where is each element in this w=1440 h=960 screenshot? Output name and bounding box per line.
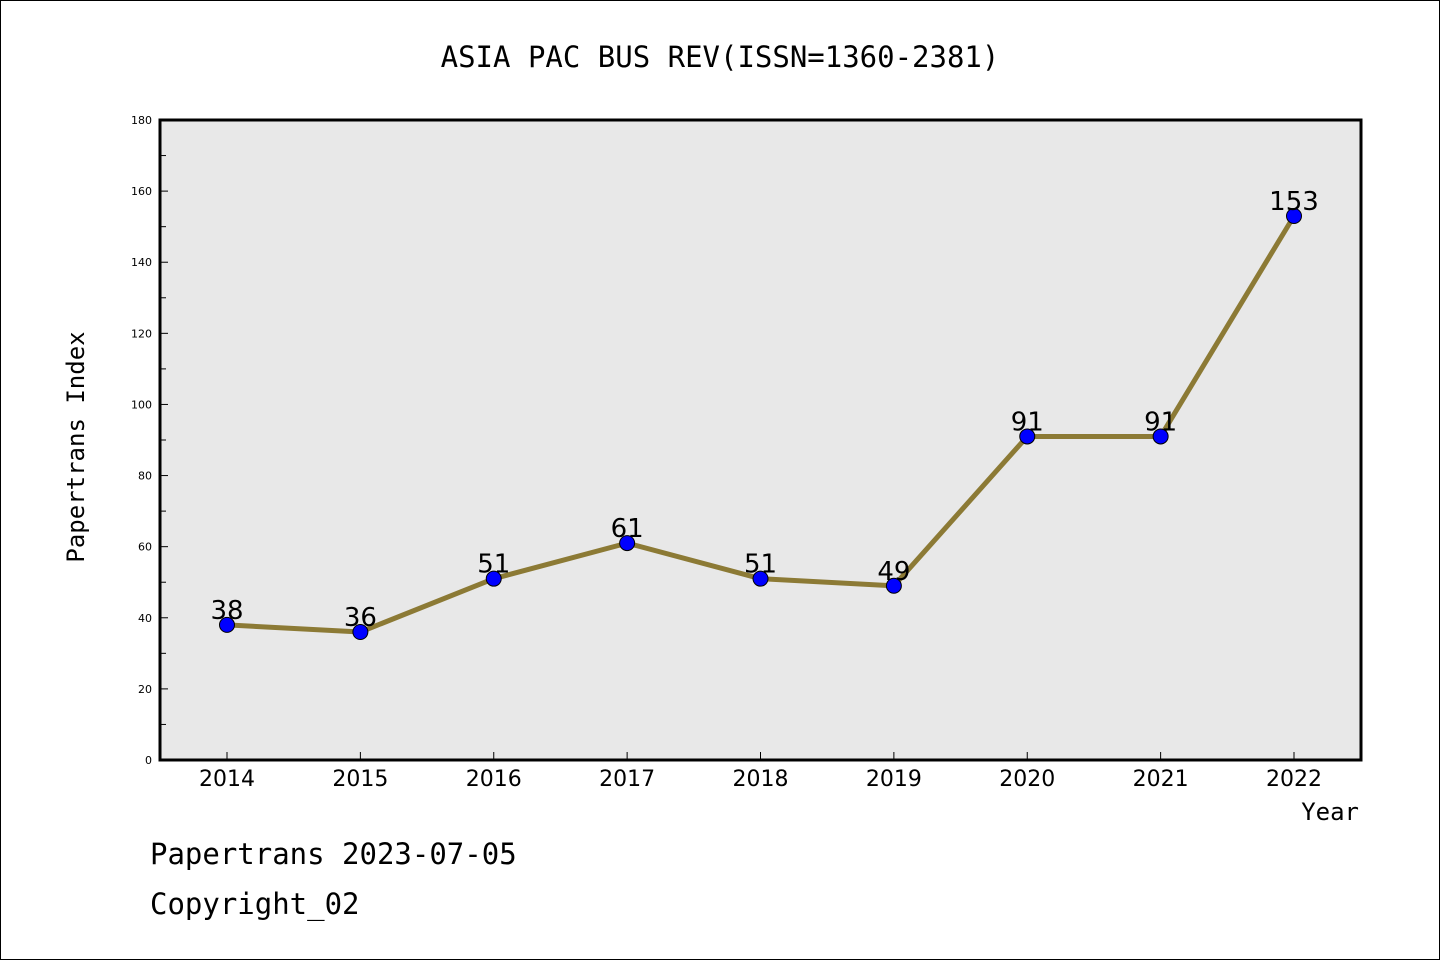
footer-copyright-text: Copyright_02	[150, 887, 360, 922]
data-point-marker	[219, 616, 235, 633]
y-tick-label: 20	[138, 683, 152, 696]
data-label: 51	[477, 550, 510, 580]
x-tick-label: 2018	[733, 767, 789, 792]
data-point-marker	[752, 570, 769, 587]
data-label: 91	[1144, 407, 1177, 437]
footer-date-text: Papertrans 2023-07-05	[150, 837, 517, 871]
y-axis: 0 20 40 60 80 100 120 140 160 180	[131, 114, 168, 767]
data-label: 51	[744, 550, 777, 580]
y-tick-label: 120	[131, 327, 152, 340]
data-point-marker	[1152, 428, 1169, 445]
data-point-marker	[1019, 428, 1036, 445]
x-tick-label: 2022	[1266, 767, 1322, 792]
y-tick-label: 80	[138, 470, 152, 483]
y-axis-title: Papertrans Index	[62, 331, 90, 562]
x-axis-title: Year	[1301, 798, 1359, 826]
y-tick-label: 40	[138, 612, 152, 625]
x-tick-label: 2021	[1133, 767, 1189, 792]
x-tick-label: 2020	[999, 767, 1055, 792]
x-tick-label: 2017	[599, 767, 655, 792]
y-tick-label: 100	[131, 398, 152, 411]
x-tick-label: 2014	[199, 767, 255, 792]
data-label: 61	[611, 514, 644, 544]
data-label: 153	[1269, 187, 1319, 217]
y-tick-label: 180	[131, 114, 152, 127]
data-label: 49	[877, 557, 910, 587]
data-point-marker	[485, 570, 502, 587]
data-labels-group: 38 36 51 61 51 49 91 91 153	[210, 187, 1318, 633]
y-tick-label: 140	[131, 256, 152, 269]
series-line-group	[219, 208, 1302, 640]
x-tick-label: 2019	[866, 767, 922, 792]
x-tick-label: 2016	[466, 767, 522, 792]
data-point-marker	[885, 577, 902, 594]
y-tick-label: 160	[131, 185, 152, 198]
chart-title: ASIA PAC BUS REV(ISSN=1360-2381)	[441, 40, 1000, 74]
data-point-marker	[352, 624, 369, 640]
x-axis: 2014 2015 2016 2017 2018 2019 2020 2021 2022	[199, 752, 1322, 792]
data-label: 91	[1011, 407, 1044, 437]
y-tick-label: 0	[145, 754, 152, 767]
data-label: 36	[344, 603, 377, 633]
x-tick-label: 2015	[332, 767, 388, 792]
y-tick-label: 60	[138, 541, 152, 554]
plot-area	[158, 118, 1363, 762]
data-label: 38	[210, 596, 243, 626]
data-point-marker	[1286, 208, 1302, 224]
data-point-marker	[619, 535, 636, 552]
